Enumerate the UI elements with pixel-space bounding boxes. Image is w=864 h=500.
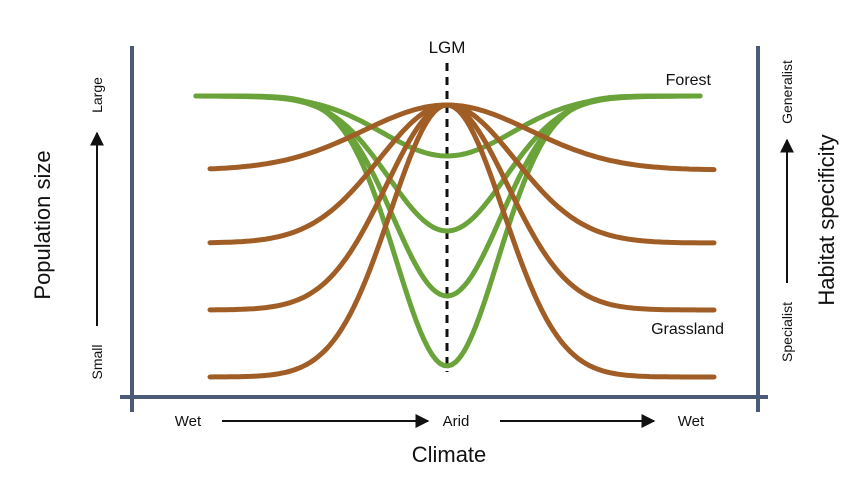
grassland-label: Grassland	[651, 321, 724, 338]
forest-curve-4	[193, 93, 703, 369]
population-size-title: Population size	[30, 150, 55, 299]
forest-curves	[193, 93, 703, 369]
y-left-high-label: Large	[89, 77, 105, 113]
grassland-curves	[207, 102, 717, 380]
y-left-low-label: Small	[89, 344, 105, 379]
grassland-curve-3	[207, 102, 717, 313]
habitat-specificity-title: Habitat specificity	[814, 134, 839, 305]
x-center-label: Arid	[443, 413, 470, 430]
grassland-curve-2	[207, 102, 717, 246]
grassland-curve-4	[207, 102, 717, 380]
x-left-label: Wet	[175, 413, 202, 430]
y-right-high-label: Generalist	[779, 60, 795, 124]
lgm-label: LGM	[429, 38, 466, 57]
x-right-label: Wet	[678, 413, 705, 430]
forest-label: Forest	[666, 72, 712, 89]
y-right-low-label: Specialist	[779, 302, 795, 362]
climate-title: Climate	[412, 442, 487, 467]
